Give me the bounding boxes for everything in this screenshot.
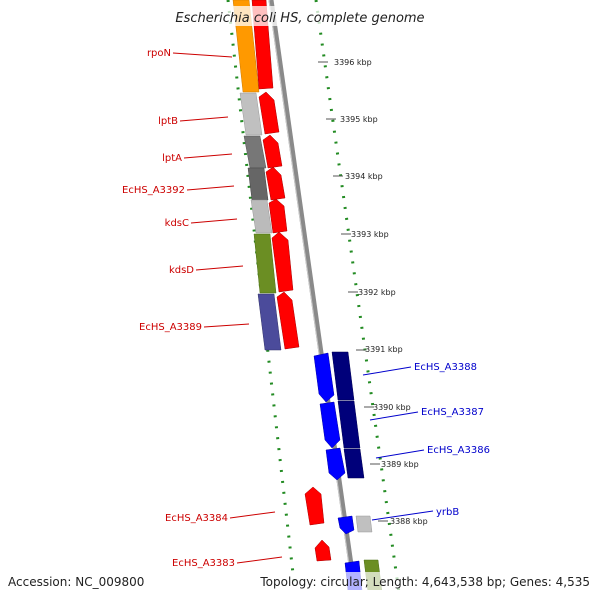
tick-label: 3394 kbp [345,172,383,181]
accession-text: Accession: NC_009800 [8,575,144,589]
tick-label: 3391 kbp [365,345,403,354]
EcHS_A3387-block[interactable] [337,400,361,449]
EcHS_A3392-arrow[interactable] [265,166,286,201]
gene-label-yrbB[interactable]: yrbB [436,507,459,518]
genome-summary-text: Topology: circular; Length: 4,643,538 bp… [259,575,590,589]
lptB-arrow[interactable] [258,91,280,135]
right-label-lines [362,366,434,521]
yrbB-block[interactable] [355,515,373,533]
footer-backdrop [0,572,600,600]
EcHS_A3392-block[interactable] [247,167,269,201]
kdsD-arrow[interactable] [271,231,294,293]
lptA-block[interactable] [243,135,267,169]
gene-label-EcHS_A3387[interactable]: EcHS_A3387 [421,407,484,418]
tick-label: 3395 kbp [340,115,378,124]
gene-label-EcHS_A3392[interactable]: EcHS_A3392 [122,185,185,196]
backbone-highlight [268,0,354,590]
kdsC-block[interactable] [250,199,273,234]
EcHS_A3386-arrow[interactable] [325,447,346,481]
lptB-block[interactable] [239,92,263,136]
gene-label-EcHS_A3389[interactable]: EcHS_A3389 [139,322,202,333]
gene-label-rpoN[interactable]: rpoN [147,48,171,59]
EcHS_A3384-arrow[interactable] [304,486,325,526]
gene-label-lptA[interactable]: lptA [162,153,182,164]
EcHS_A3387-arrow[interactable] [319,401,341,449]
gene-label-EcHS_A3383[interactable]: EcHS_A3383 [172,558,235,569]
map-title: Escherichia coli HS, complete genome [175,11,424,26]
gene-label-lptB[interactable]: lptB [158,116,178,127]
gene-label-EcHS_A3384[interactable]: EcHS_A3384 [165,513,228,524]
tick-label: 3390 kbp [373,403,411,412]
tick-label: 3396 kbp [334,58,372,67]
gene-label-EcHS_A3388[interactable]: EcHS_A3388 [414,362,477,373]
gene-label-kdsD[interactable]: kdsD [169,265,194,276]
gene-label-EcHS_A3386[interactable]: EcHS_A3386 [427,445,490,456]
EcHS_A3389-block[interactable] [257,293,282,351]
EcHS_A3383-arrow[interactable] [314,539,332,562]
tick-label: 3393 kbp [351,230,389,239]
tick-label: 3392 kbp [358,288,396,297]
kdsC-arrow[interactable] [268,198,288,234]
lptA-arrow[interactable] [262,134,283,169]
tick-label: 3389 kbp [381,460,419,469]
EcHS_A3386-block[interactable] [343,448,365,479]
EcHS_A3389-arrow[interactable] [276,291,300,350]
title-backdrop [170,6,432,26]
tick-marks [318,61,388,522]
right-dotted-track [314,0,401,590]
left-dotted-track [226,0,297,590]
genome-backbone [268,0,358,590]
yrbB-arrow[interactable] [337,515,355,535]
gene-label-kdsC[interactable]: kdsC [165,218,189,229]
kdsD-block[interactable] [253,233,277,294]
EcHS_A3388-block[interactable] [331,351,355,401]
EcHS_A3388-arrow[interactable] [313,352,335,403]
left-label-lines [172,52,283,564]
tick-label: 3388 kbp [390,517,428,526]
